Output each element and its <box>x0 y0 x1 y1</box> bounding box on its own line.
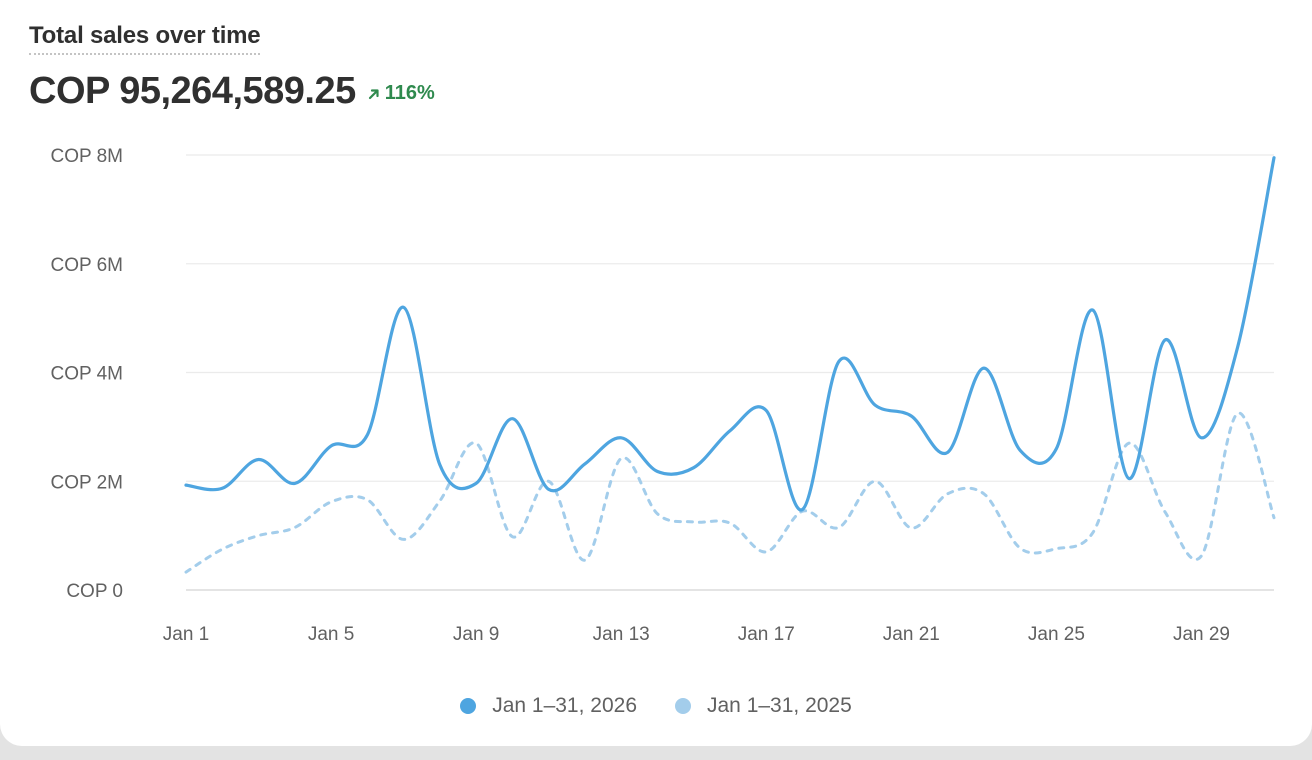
x-tick-label: Jan 29 <box>1173 624 1230 645</box>
x-tick-label: Jan 17 <box>738 624 795 645</box>
legend-label-previous: Jan 1–31, 2025 <box>707 694 852 717</box>
arrow-up-right-icon <box>368 88 379 99</box>
chart-title[interactable]: Total sales over time <box>29 22 261 55</box>
series-line-previous <box>184 411 1276 574</box>
sales-line-chart[interactable]: COP 0 COP 2M COP 4M COP 6M COP 8M Jan 1 Jan 5… <box>0 0 1312 680</box>
x-tick-label: Jan 13 <box>593 624 650 645</box>
y-tick-label: COP 4M <box>50 364 123 385</box>
series-lines <box>184 156 1276 574</box>
legend-label-current: Jan 1–31, 2026 <box>492 694 637 717</box>
y-tick-label: COP 2M <box>50 472 123 493</box>
change-percentage: 116% <box>384 82 435 104</box>
x-tick-label: Jan 9 <box>453 624 499 645</box>
total-row: COP 95,264,589.25 116% <box>29 70 435 113</box>
legend-dot-previous <box>675 698 691 714</box>
legend-item-previous[interactable]: Jan 1–31, 2025 <box>675 694 852 718</box>
x-tick-label: Jan 5 <box>308 624 354 645</box>
x-tick-label: Jan 25 <box>1028 624 1085 645</box>
x-tick-label: Jan 21 <box>883 624 940 645</box>
x-tick-label: Jan 1 <box>163 624 209 645</box>
grid-lines <box>186 154 1274 591</box>
series-line-current <box>184 156 1276 512</box>
chart-legend: Jan 1–31, 2026 Jan 1–31, 2025 <box>0 694 1312 718</box>
y-tick-label: COP 8M <box>50 146 123 167</box>
total-sales-value: COP 95,264,589.25 <box>29 70 356 112</box>
y-tick-label: COP 0 <box>66 581 123 602</box>
y-tick-label: COP 6M <box>50 255 123 276</box>
legend-dot-current <box>460 698 477 714</box>
change-badge: 116% <box>368 82 435 105</box>
legend-item-current[interactable]: Jan 1–31, 2026 <box>460 694 637 718</box>
x-axis-labels: Jan 1 Jan 5 Jan 9 Jan 13 Jan 17 Jan 21 Jan 25 J… <box>163 624 1230 645</box>
y-axis-labels: COP 0 COP 2M COP 4M COP 6M COP 8M <box>50 146 123 602</box>
